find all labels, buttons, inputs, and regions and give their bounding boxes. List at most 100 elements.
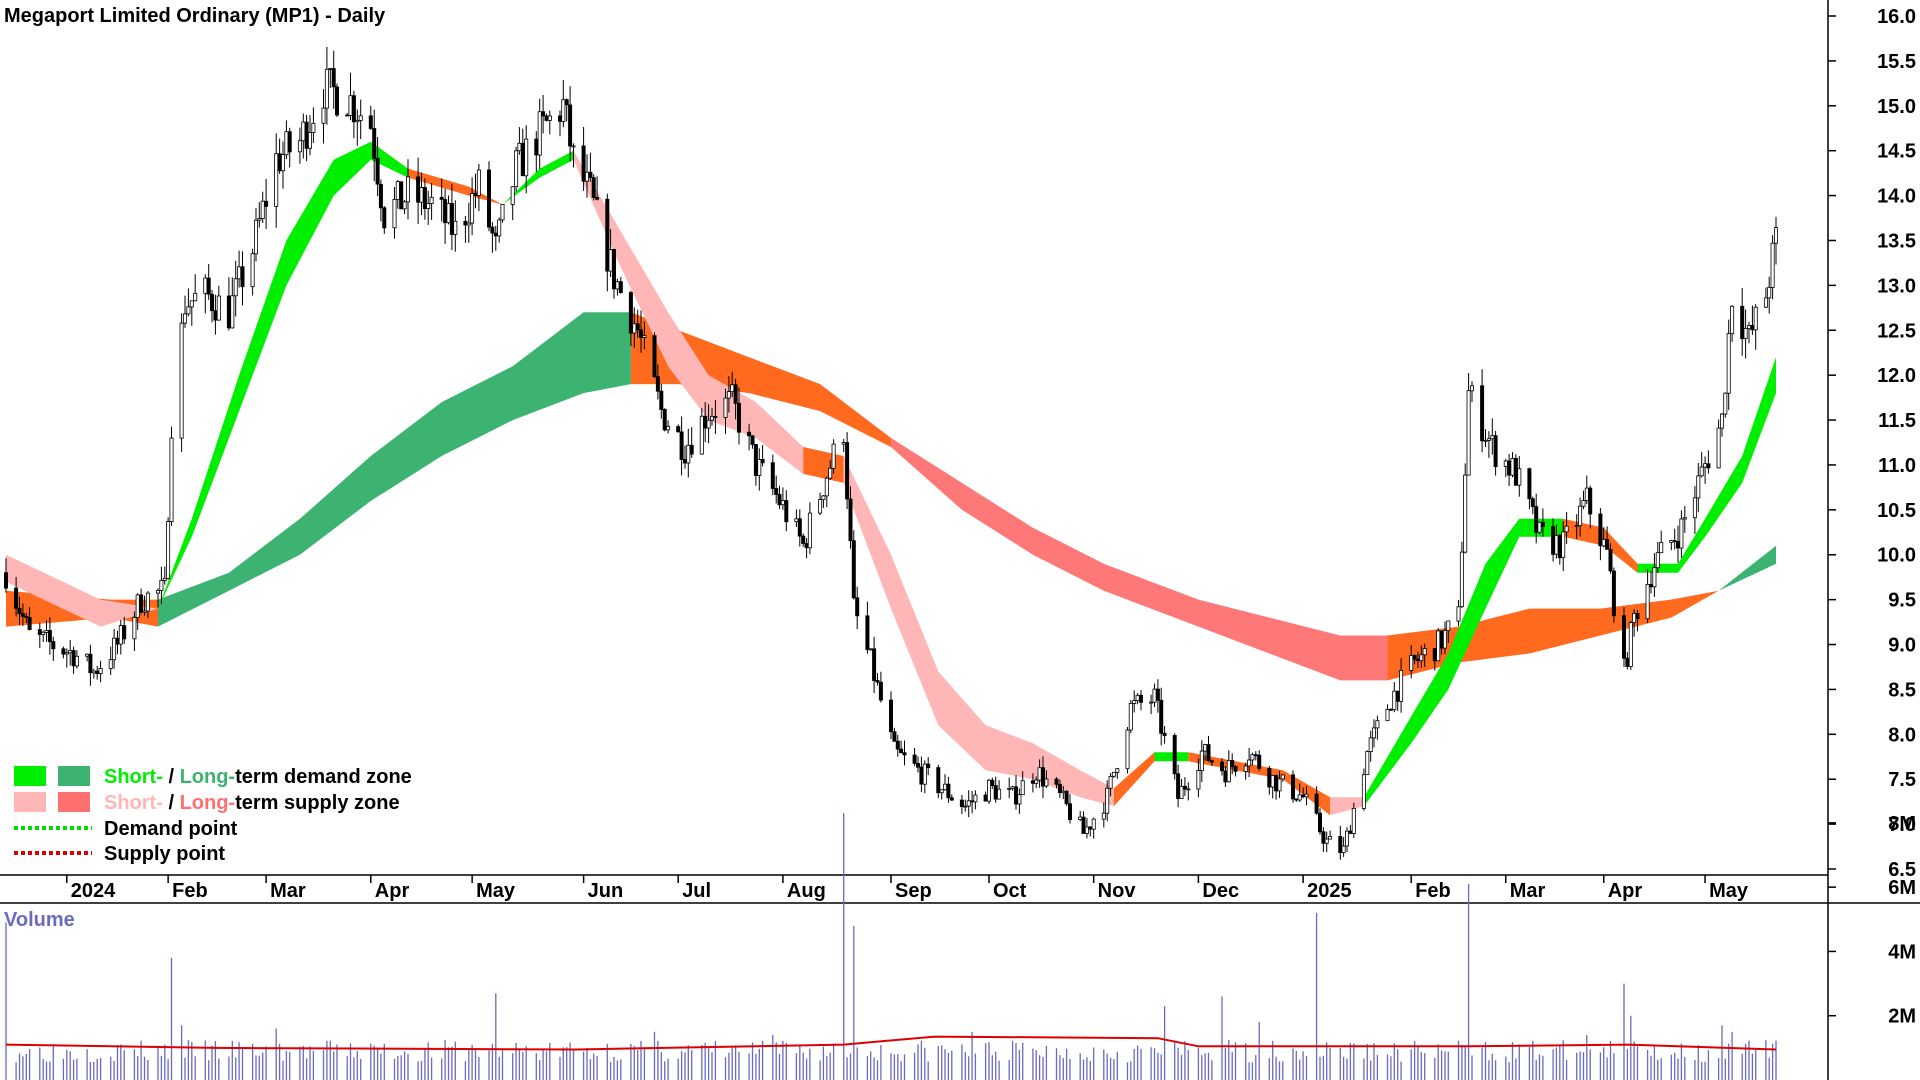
- candle-body: [865, 615, 870, 650]
- candle-body: [987, 779, 992, 802]
- candle-body: [1159, 699, 1164, 734]
- candle-body: [1527, 468, 1532, 500]
- candle-body: [699, 415, 704, 455]
- candle-body: [1280, 774, 1285, 780]
- candle-body: [1628, 622, 1633, 667]
- candle-body: [1314, 793, 1319, 814]
- candle-body: [405, 176, 410, 203]
- candle-body: [68, 650, 73, 654]
- short-supply-zone: [573, 150, 804, 474]
- candle-body: [1753, 306, 1758, 331]
- short-supply-zone: [843, 456, 1114, 807]
- candle-body: [1534, 506, 1539, 533]
- legend-swatch-short: [14, 766, 46, 786]
- candle-body: [1774, 227, 1779, 244]
- x-tick-label: Mar: [1510, 880, 1546, 902]
- candle-body: [618, 281, 623, 294]
- candle-body: [571, 145, 576, 148]
- candle-body: [1432, 648, 1437, 662]
- candle-body: [706, 419, 711, 429]
- candle-body: [1233, 766, 1238, 772]
- candle-body: [1084, 826, 1089, 834]
- candle-body: [1625, 657, 1630, 667]
- candle-body: [1635, 613, 1640, 620]
- candle-body: [993, 785, 998, 800]
- candle-body: [321, 107, 326, 124]
- candle-body: [213, 310, 218, 321]
- candle-body: [490, 226, 495, 234]
- x-tick-label: Jul: [682, 880, 711, 902]
- candle-body: [1068, 803, 1073, 820]
- candle-body: [64, 652, 69, 655]
- candle-body: [939, 789, 944, 794]
- candle-body: [1392, 690, 1397, 710]
- candle-body: [733, 384, 738, 404]
- x-tick-label: Dec: [1202, 880, 1239, 902]
- candle-body: [804, 543, 809, 549]
- candle-body: [135, 594, 140, 618]
- candle-body: [473, 193, 478, 196]
- candle-body: [493, 232, 498, 237]
- candle-body: [328, 68, 333, 70]
- x-tick-label: May: [476, 880, 516, 902]
- candle-body: [615, 281, 620, 290]
- candle-body: [683, 459, 688, 464]
- candle-body: [831, 443, 836, 469]
- candle-body: [605, 198, 610, 272]
- candle-body: [179, 322, 184, 439]
- volume-tick-label: 6M: [1888, 877, 1916, 899]
- candle-body: [561, 99, 566, 122]
- candle-body: [659, 390, 664, 410]
- candle-body: [662, 408, 667, 431]
- candle-body: [632, 323, 637, 334]
- candle-body: [774, 488, 779, 495]
- candle-body: [520, 142, 525, 177]
- y-tick-label: 12.0: [1877, 365, 1916, 387]
- candle-body: [1770, 242, 1775, 288]
- y-tick-label: 10.0: [1877, 545, 1916, 567]
- candle-body: [301, 121, 306, 142]
- candle-body: [919, 766, 924, 785]
- candle-body: [1652, 567, 1657, 588]
- candle-body: [1750, 325, 1755, 331]
- candle-body: [358, 115, 363, 121]
- candle-body: [1409, 655, 1414, 671]
- candle-body: [378, 183, 383, 209]
- candle-body: [1412, 655, 1417, 660]
- candle-body: [1716, 427, 1721, 469]
- candle-body: [966, 800, 971, 807]
- candle-body: [91, 670, 96, 674]
- candle-body: [713, 415, 718, 418]
- y-tick-label: 11.0: [1878, 455, 1916, 477]
- candle-body: [1132, 700, 1137, 704]
- candle-body: [794, 518, 799, 523]
- chart-legend: Short- / Long-term demand zone Short- / L…: [14, 766, 412, 865]
- candle-body: [1703, 463, 1708, 468]
- candle-body: [784, 500, 789, 523]
- candle-body: [612, 249, 617, 290]
- candle-body: [1182, 785, 1187, 790]
- candle-body: [1669, 540, 1674, 543]
- candle-body: [1574, 525, 1579, 527]
- volume-average-line: [5, 1035, 1777, 1051]
- candle-body: [1720, 413, 1725, 429]
- candle-body: [1186, 788, 1191, 791]
- candle-body: [1348, 830, 1353, 834]
- candle-body: [1297, 794, 1302, 801]
- candle-body: [1743, 328, 1748, 340]
- candle-body: [1443, 630, 1448, 649]
- candle-body: [287, 131, 292, 153]
- candle-body: [757, 458, 762, 476]
- candle-body: [1044, 778, 1049, 787]
- short-demand-zone: [502, 150, 574, 205]
- candle-body: [710, 415, 715, 421]
- candle-body: [250, 253, 255, 288]
- candle-body: [226, 295, 231, 329]
- candle-body: [524, 138, 529, 177]
- candle-body: [514, 150, 519, 188]
- candle-body: [108, 659, 113, 669]
- candle-body: [1088, 826, 1093, 830]
- candle-body: [1020, 780, 1025, 796]
- candle-body: [1388, 709, 1393, 711]
- short-demand-zone: [1637, 357, 1776, 573]
